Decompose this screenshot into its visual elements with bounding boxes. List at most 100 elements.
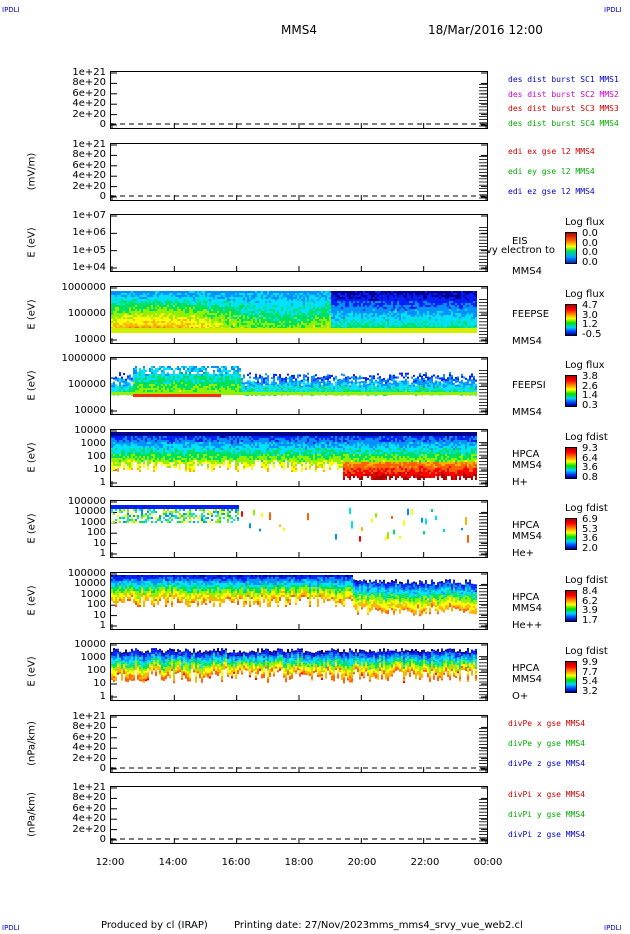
spec-cell bbox=[305, 321, 307, 323]
spec-cell bbox=[295, 321, 297, 323]
spec-cell-band bbox=[131, 328, 133, 333]
spec-cell bbox=[221, 295, 223, 297]
spec-cell bbox=[157, 293, 159, 295]
spec-cell bbox=[351, 321, 353, 323]
spec-cell bbox=[329, 295, 331, 297]
spec-cell bbox=[279, 388, 281, 391]
spec-cell bbox=[333, 301, 335, 303]
spec-cell bbox=[345, 315, 347, 317]
spec-cell bbox=[337, 303, 339, 305]
spec-cell bbox=[217, 321, 219, 323]
spec-cell bbox=[285, 309, 287, 311]
spec-cell bbox=[169, 323, 171, 325]
spec-cell bbox=[247, 293, 249, 295]
spec-cell bbox=[305, 295, 307, 297]
spec-cell bbox=[343, 309, 345, 311]
spec-cell bbox=[237, 311, 239, 313]
spec-cell bbox=[451, 305, 453, 307]
spec-cell bbox=[153, 307, 155, 309]
spec-cell bbox=[235, 293, 237, 295]
spec-cell bbox=[219, 384, 221, 386]
spec-cell bbox=[349, 311, 351, 313]
spec-cell bbox=[419, 319, 421, 321]
spec-cell-band bbox=[207, 328, 209, 333]
spec-cell bbox=[343, 321, 345, 323]
spec-cell bbox=[213, 297, 215, 299]
spec-cell bbox=[325, 313, 327, 315]
spec-cell-band bbox=[199, 392, 201, 395]
spec-cell bbox=[347, 309, 349, 311]
spec-cell bbox=[353, 325, 355, 327]
spec-cell bbox=[403, 297, 405, 299]
spec-cell bbox=[381, 303, 383, 305]
spec-cell bbox=[165, 291, 167, 293]
spec-cell bbox=[431, 301, 433, 303]
spec-cell bbox=[129, 295, 131, 297]
spec-cell bbox=[447, 323, 449, 325]
spec-cell bbox=[183, 323, 185, 325]
spec-cell bbox=[225, 321, 227, 323]
spec-cell bbox=[147, 309, 149, 311]
spec-cell bbox=[251, 301, 253, 303]
spec-cell-band bbox=[119, 328, 121, 333]
spec-cell bbox=[349, 303, 351, 305]
spec-cell bbox=[223, 388, 225, 390]
spec-cell bbox=[253, 297, 255, 299]
spec-cell bbox=[211, 380, 213, 382]
spec-cell bbox=[445, 303, 447, 305]
spec-cell bbox=[241, 301, 243, 303]
spec-cell bbox=[153, 380, 155, 382]
spec-cell bbox=[187, 311, 189, 313]
spec-cell bbox=[189, 317, 191, 319]
spec-cell bbox=[177, 313, 179, 315]
spec-cell bbox=[403, 319, 405, 321]
spec-cell bbox=[225, 323, 227, 325]
spec-cell bbox=[319, 291, 321, 293]
spec-cell bbox=[201, 293, 203, 295]
spec-cell bbox=[355, 321, 357, 323]
spec-cell bbox=[189, 386, 191, 388]
spec-cell bbox=[159, 317, 161, 319]
spec-cell bbox=[151, 378, 153, 380]
spec-cell-band bbox=[275, 328, 277, 333]
spec-cell bbox=[263, 323, 265, 325]
spec-cell bbox=[195, 384, 197, 386]
spec-cell bbox=[267, 313, 269, 315]
spec-cell bbox=[445, 295, 447, 297]
spec-cell bbox=[295, 313, 297, 315]
spec-cell bbox=[251, 291, 253, 293]
spec-cell bbox=[325, 291, 327, 293]
spec-cell bbox=[343, 313, 345, 315]
spec-cell bbox=[307, 305, 309, 307]
spec-cell bbox=[361, 303, 363, 305]
spec-cell bbox=[407, 323, 409, 325]
spec-cell-band bbox=[347, 328, 349, 333]
spec-cell bbox=[193, 293, 195, 295]
spec-cell bbox=[271, 311, 273, 313]
spec-cell bbox=[281, 311, 283, 313]
spec-cell bbox=[217, 295, 219, 297]
spec-cell bbox=[193, 382, 195, 384]
spec-cell bbox=[297, 291, 299, 293]
spec-cell bbox=[461, 319, 463, 321]
spec-cell bbox=[161, 380, 163, 382]
spec-cell-band bbox=[413, 328, 415, 333]
spec-cell bbox=[361, 325, 363, 327]
spec-cell bbox=[369, 309, 371, 311]
spec-cell bbox=[267, 311, 269, 313]
spec-cell bbox=[207, 366, 209, 368]
spec-cell bbox=[147, 299, 149, 301]
spec-cell bbox=[331, 325, 333, 327]
spec-cell bbox=[367, 321, 369, 323]
spec-cell bbox=[207, 323, 209, 325]
spec-cell bbox=[223, 305, 225, 307]
spec-cell bbox=[147, 301, 149, 303]
spec-cell bbox=[225, 382, 227, 384]
spec-cell bbox=[341, 293, 343, 295]
spec-cell bbox=[391, 319, 393, 321]
spec-cell bbox=[349, 299, 351, 301]
spec-cell bbox=[121, 317, 123, 319]
spec-cell bbox=[223, 376, 225, 378]
spec-cell bbox=[191, 295, 193, 297]
spec-cell bbox=[409, 297, 411, 299]
